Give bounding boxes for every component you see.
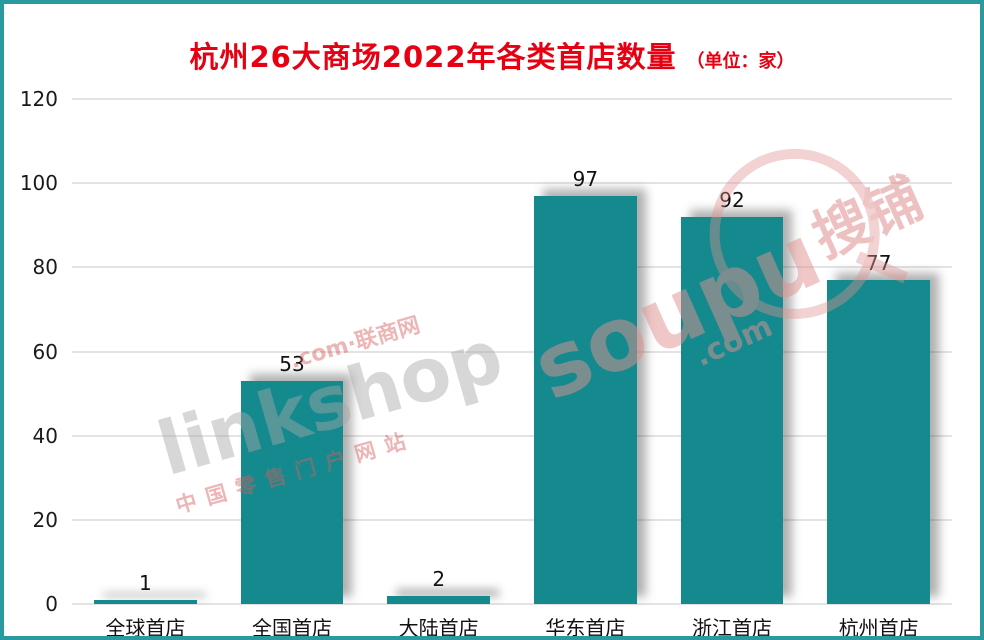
bar-column: 2 (365, 99, 512, 604)
y-tick-label: 120 (19, 87, 58, 111)
gridline (72, 434, 952, 437)
x-tick-label: 华东首店 (545, 616, 626, 640)
x-tick-label: 大陆首店 (398, 616, 479, 640)
bar (827, 279, 931, 604)
bar (387, 595, 490, 604)
bar-value-label: 77 (865, 250, 892, 275)
chart-header: 杭州26大商场2022年各类首店数量 （单位：家） (4, 34, 980, 76)
x-tick-label: 全球首店 (105, 616, 186, 640)
x-tick-label: 全国首店 (252, 616, 332, 640)
gridline (72, 518, 952, 521)
gridline (72, 603, 952, 605)
bar-value-label: 2 (432, 566, 446, 591)
bar-column: 97 (512, 99, 659, 604)
bar (534, 195, 637, 604)
bar-column: 77 (805, 99, 952, 604)
y-tick-label: 0 (45, 592, 58, 616)
bar-value-label: 53 (279, 351, 305, 376)
bar-value-label: 97 (572, 166, 599, 191)
y-tick-label: 80 (32, 255, 58, 280)
bar-value-label: 92 (719, 187, 745, 212)
gridline (72, 266, 952, 269)
y-tick-label: 40 (32, 423, 58, 448)
bar (240, 380, 344, 604)
y-tick-label: 60 (32, 339, 58, 364)
y-axis: 0 20 40 60 80 100 120 (10, 87, 62, 616)
gridline (72, 182, 952, 185)
y-tick-label: 20 (32, 507, 58, 532)
plot-area: 1 53 2 97 92 77 (72, 98, 952, 605)
bar-column: 53 (219, 99, 366, 604)
bar-value-label: 1 (138, 570, 152, 595)
x-tick-label: 浙江首店 (692, 616, 773, 640)
bar (94, 599, 197, 604)
unit-label: （单位：家） (686, 51, 795, 72)
bar-column: 1 (72, 99, 219, 604)
y-tick-label: 100 (19, 171, 58, 196)
x-axis: 全球首店 全国首店 大陆首店 华东首店 浙江首店 杭州首店 (72, 612, 952, 640)
bar (680, 216, 784, 604)
chart-title: 杭州26大商场2022年各类首店数量 (189, 40, 677, 74)
gridline (72, 98, 952, 100)
bar-column: 92 (659, 99, 806, 604)
x-tick-label: 杭州首店 (838, 616, 919, 640)
gridline (72, 350, 952, 353)
bars: 1 53 2 97 92 77 (72, 99, 952, 604)
